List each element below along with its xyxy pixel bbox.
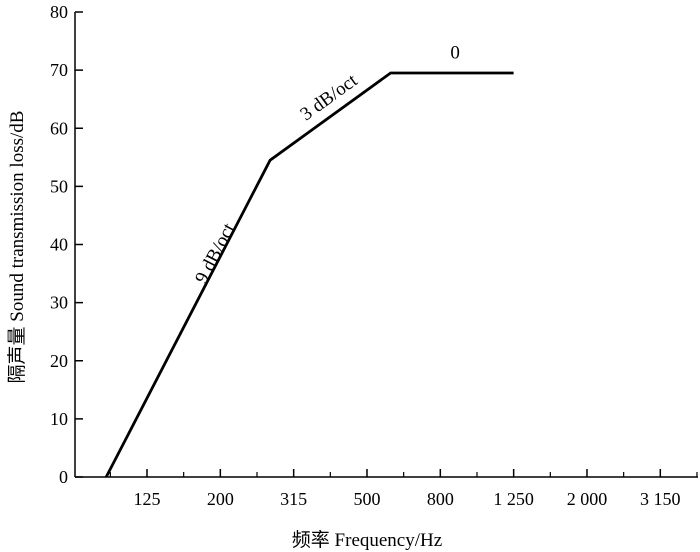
y-tick-label: 50: [50, 176, 68, 196]
x-tick-label: 3 150: [640, 489, 681, 509]
slope-annotation: 9 dB/oct: [191, 219, 240, 287]
y-tick-label: 60: [50, 118, 68, 138]
y-tick-label: 80: [50, 2, 68, 22]
axes: [74, 12, 698, 478]
series: [104, 71, 514, 478]
x-axis-label: 频率 Frequency/Hz: [292, 529, 442, 551]
x-tick-label: 800: [427, 489, 454, 509]
x-ticks: 125 200 315 500 800 1 250 2 000 3 150: [109, 469, 698, 509]
y-tick-label: 0: [59, 467, 68, 487]
y-tick-label: 20: [50, 351, 68, 371]
y-tick-label: 30: [50, 293, 68, 313]
x-tick-label: 200: [207, 489, 234, 509]
x-tick-label: 2 000: [567, 489, 608, 509]
series-line: [104, 71, 514, 478]
y-ticks: 0 10 20 30 40 50 60 70 80: [50, 2, 83, 487]
y-axis-label: 隔声量 Sound transmission loss/dB: [6, 111, 28, 384]
x-tick-label: 1 250: [493, 489, 534, 509]
x-tick-label: 125: [134, 489, 161, 509]
y-tick-label: 10: [50, 409, 68, 429]
y-tick-label: 40: [50, 235, 68, 255]
x-tick-label: 500: [353, 489, 380, 509]
x-tick-label: 315: [280, 489, 307, 509]
slope-annotation: 0: [450, 43, 460, 64]
y-tick-label: 70: [50, 60, 68, 80]
